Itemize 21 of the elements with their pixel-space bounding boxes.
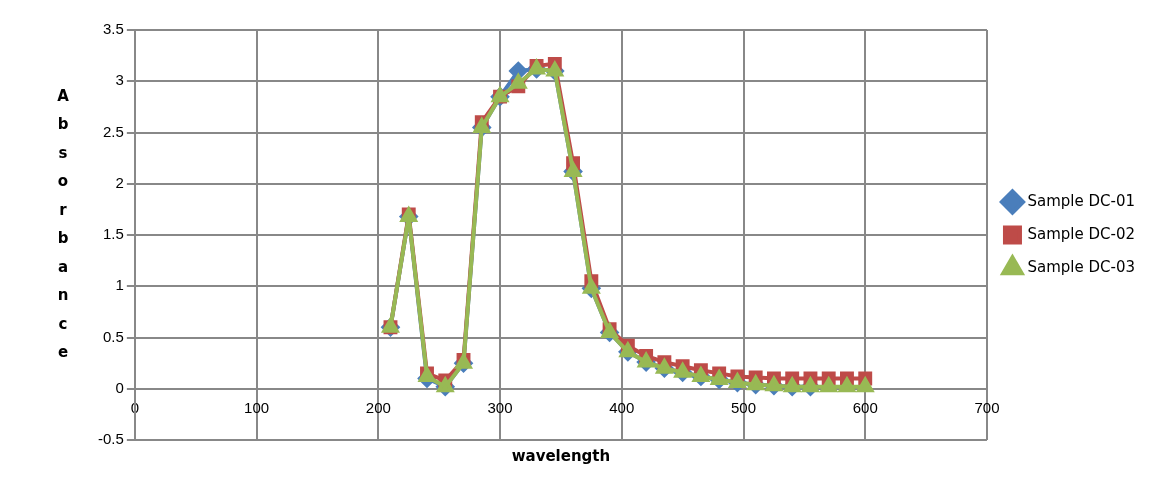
legend-label: Sample DC-01 xyxy=(1027,191,1136,210)
x-tick-label: 300 xyxy=(487,398,513,416)
legend-label: Sample DC-02 xyxy=(1027,224,1136,243)
y-tick-label: -0.5 xyxy=(97,430,124,448)
y-tick-label: 1.5 xyxy=(102,225,124,243)
x-tick-label: 500 xyxy=(730,398,757,416)
y-tick-label: 2 xyxy=(115,173,124,191)
text: Absorbance xyxy=(57,86,69,362)
x-tick-label: 600 xyxy=(852,398,878,416)
legend-label: Sample DC-03 xyxy=(1027,257,1136,276)
x-axis-title: wavelength xyxy=(511,446,611,465)
y-tick-label: 3 xyxy=(115,71,124,89)
x-tick-label: 700 xyxy=(974,398,1000,416)
y-tick-label: 1 xyxy=(115,276,124,294)
y-tick-label: 2.5 xyxy=(102,122,124,140)
y-tick-label: 0.5 xyxy=(102,327,124,345)
x-tick-label: 100 xyxy=(244,398,270,416)
y-tick-label: 3.5 xyxy=(102,20,124,38)
x-tick-label: 400 xyxy=(609,398,635,416)
y-tick-label: 0 xyxy=(115,378,124,396)
x-tick-label: 200 xyxy=(365,398,391,416)
